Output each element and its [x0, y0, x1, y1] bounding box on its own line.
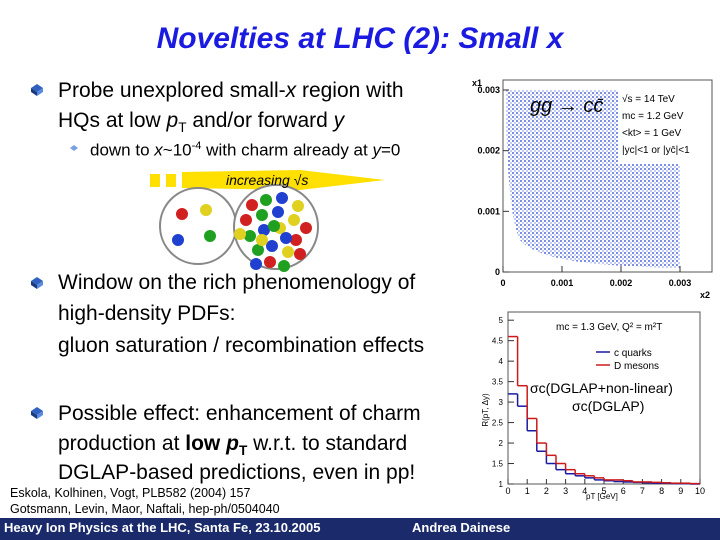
info-line: mc = 1.2 GeV	[622, 111, 684, 122]
x-tick-label: 4	[582, 486, 587, 496]
y-tick-label: 4	[499, 357, 504, 366]
y-tick-label: 4.5	[492, 337, 504, 346]
footer-bar	[0, 518, 720, 540]
legend-label: c quarks	[614, 348, 652, 359]
x-tick-label: 10	[695, 486, 705, 496]
parton	[290, 234, 302, 246]
x-tick-label: 5	[601, 486, 606, 496]
y-tick-label: 0.001	[477, 206, 500, 216]
parton	[258, 224, 270, 236]
parton	[240, 214, 252, 226]
y-axis-label: R(pT, Δy)	[481, 393, 490, 427]
parton	[272, 206, 284, 218]
parton	[250, 258, 262, 270]
bullet-line: Window on the rich phenomenology of	[58, 271, 416, 294]
y-tick-label: 2.5	[492, 419, 504, 428]
x-axis-label: x2	[700, 290, 710, 300]
y-tick-label: 3.5	[492, 378, 504, 387]
parton	[292, 200, 304, 212]
parton	[244, 230, 256, 242]
histogram-header: mc = 1.3 GeV, Q² = m²T	[556, 322, 662, 333]
y-tick-label: 0.002	[477, 146, 500, 156]
overlay-label: σc(DGLAP+non-linear)	[530, 380, 673, 396]
bullet-line: Probe unexplored small-x region with	[58, 79, 404, 102]
reference: Gotsmann, Levin, Maor, Naftali, hep-ph/0…	[10, 502, 280, 516]
overlay-label: σc(DGLAP)	[572, 398, 645, 414]
y-tick-label: 0.003	[477, 85, 500, 95]
bullet-line: production at low pT w.r.t. to standard	[58, 432, 408, 459]
x-tick-label: 0.003	[669, 278, 692, 288]
parton	[282, 246, 294, 258]
scatter-info-box	[618, 88, 710, 164]
scatter-frame	[502, 79, 713, 273]
bullet-line: gluon saturation / recombination effects	[58, 334, 425, 357]
parton	[266, 240, 278, 252]
bullet-line: HQs at low pT and/or forward y	[58, 109, 345, 136]
x-tick-label: 0.002	[610, 278, 633, 288]
reference: Eskola, Kolhinen, Vogt, PLB582 (2004) 15…	[10, 486, 251, 500]
sub-bullet: down to x~10-4 with charm already at y=0	[90, 140, 401, 160]
x-tick-label: 3	[563, 486, 568, 496]
y-tick-label: 2	[499, 439, 504, 448]
info-line: |yc|<1 or |yc̄|<1	[622, 145, 690, 156]
x-tick-label: 2	[544, 486, 549, 496]
x-tick-label: 8	[659, 486, 664, 496]
bullet-line: Possible effect: enhancement of charm	[58, 402, 421, 425]
parton	[278, 260, 290, 272]
parton	[256, 209, 268, 221]
x-tick-label: 7	[640, 486, 645, 496]
parton	[276, 192, 288, 204]
process-label: gg → cc̄	[530, 95, 603, 117]
parton	[246, 199, 258, 211]
parton	[256, 234, 268, 246]
y-tick-label: 1	[499, 480, 504, 489]
arrow-label: increasing √s	[226, 172, 309, 188]
info-line: √s = 14 TeV	[622, 93, 675, 105]
parton	[260, 194, 272, 206]
y-tick-label: 1.5	[492, 460, 504, 469]
parton	[288, 214, 300, 226]
x-axis-label: pT [GeV]	[586, 492, 618, 501]
x-tick-label: 0.001	[551, 278, 574, 288]
parton	[300, 222, 312, 234]
footer-right: Andrea Dainese	[412, 520, 511, 535]
parton	[234, 228, 246, 240]
y-tick-label: 0	[495, 267, 500, 277]
bullet-icons	[31, 84, 78, 419]
x-tick-label: 1	[525, 486, 530, 496]
y-tick-label: 3	[499, 398, 504, 407]
legend-label: D mesons	[614, 361, 659, 372]
y-tick-label: 5	[499, 316, 504, 325]
arrow	[150, 170, 385, 190]
parton	[280, 232, 292, 244]
info-line: <kt> = 1 GeV	[622, 128, 682, 139]
y-axis-label: x1	[472, 78, 482, 88]
x-tick-label: 6	[621, 486, 626, 496]
bullet-line: high-density PDFs:	[58, 302, 236, 325]
x-tick-label: 0	[500, 278, 505, 288]
bullet-line: DGLAP-based predictions, even in pp!	[58, 461, 416, 484]
parton	[264, 256, 276, 268]
footer-left: Heavy Ion Physics at the LHC, Santa Fe, …	[4, 520, 321, 535]
x-tick-label: 0	[505, 486, 510, 496]
x-tick-label: 9	[678, 486, 683, 496]
proton-illustration	[159, 184, 319, 272]
parton	[268, 220, 280, 232]
title: Novelties at LHC (2): Small x	[156, 22, 564, 55]
parton	[252, 244, 264, 256]
parton	[294, 248, 306, 260]
